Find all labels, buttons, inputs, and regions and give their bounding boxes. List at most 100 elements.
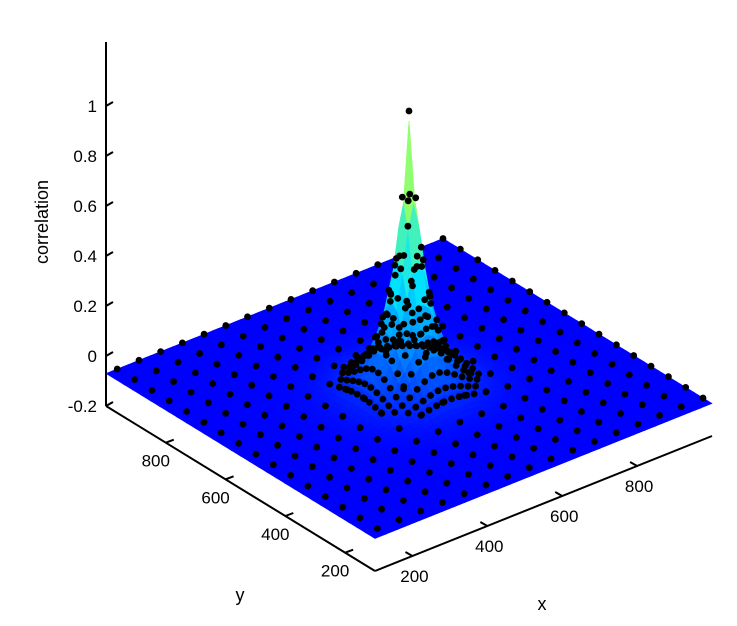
data-point bbox=[365, 398, 373, 406]
data-point bbox=[383, 311, 391, 319]
data-point bbox=[491, 353, 499, 361]
data-point bbox=[699, 394, 707, 402]
data-point bbox=[539, 406, 546, 413]
data-point bbox=[349, 377, 357, 385]
y-tick-label: 200 bbox=[321, 562, 349, 581]
data-point bbox=[431, 323, 439, 330]
y-tick-mark bbox=[284, 512, 294, 517]
data-point bbox=[435, 254, 442, 262]
data-point bbox=[500, 402, 507, 410]
data-point bbox=[376, 344, 384, 351]
data-point bbox=[417, 243, 425, 251]
data-point bbox=[322, 317, 329, 324]
data-point bbox=[512, 434, 520, 441]
data-point bbox=[403, 330, 411, 338]
z-tick-label: 0.2 bbox=[73, 297, 97, 316]
data-point bbox=[243, 401, 251, 409]
z-tick-label: 0 bbox=[88, 347, 97, 366]
data-point bbox=[337, 376, 345, 383]
data-point bbox=[525, 464, 533, 471]
data-point bbox=[343, 376, 351, 384]
data-point bbox=[283, 315, 290, 323]
data-point bbox=[682, 384, 690, 391]
data-point bbox=[357, 366, 364, 374]
data-point bbox=[427, 392, 434, 399]
data-point bbox=[534, 425, 542, 433]
data-point bbox=[413, 437, 420, 445]
data-point bbox=[367, 384, 375, 391]
data-point bbox=[456, 418, 464, 426]
data-point bbox=[340, 363, 348, 371]
x-tick-mark bbox=[554, 491, 563, 497]
x-axis-line bbox=[374, 435, 713, 572]
tick-labels: -0.2 0 0.2 0.4 0.6 0.8 1 200 400 600 800 200 400 600 8… bbox=[68, 97, 654, 586]
data-point bbox=[404, 409, 412, 417]
data-point bbox=[300, 413, 308, 420]
data-point bbox=[595, 418, 603, 426]
data-point bbox=[170, 378, 178, 385]
data-point bbox=[419, 397, 427, 405]
data-point bbox=[425, 288, 433, 296]
data-point bbox=[478, 324, 486, 332]
data-point bbox=[395, 516, 403, 524]
data-point bbox=[556, 328, 564, 336]
data-point bbox=[395, 324, 403, 331]
data-point bbox=[308, 463, 316, 470]
data-point bbox=[321, 493, 329, 500]
data-point bbox=[430, 338, 438, 345]
data-point bbox=[339, 327, 347, 335]
data-point bbox=[365, 352, 373, 359]
data-point bbox=[630, 352, 638, 359]
data-point bbox=[291, 364, 299, 371]
data-point bbox=[200, 330, 208, 338]
data-point bbox=[612, 429, 620, 437]
data-point bbox=[643, 382, 650, 389]
data-point bbox=[384, 342, 391, 350]
data-point bbox=[430, 273, 438, 281]
data-point bbox=[547, 367, 555, 375]
data-point bbox=[495, 422, 503, 430]
data-point bbox=[397, 338, 405, 345]
data-point bbox=[113, 365, 121, 373]
data-point bbox=[569, 358, 577, 366]
data-point bbox=[517, 326, 525, 334]
z-tick-label: 0.4 bbox=[73, 247, 97, 266]
data-point bbox=[442, 384, 449, 392]
data-point bbox=[356, 424, 364, 432]
data-point bbox=[556, 416, 564, 424]
data-point bbox=[608, 360, 616, 368]
data-point bbox=[382, 351, 390, 359]
data-point bbox=[460, 490, 468, 498]
data-point bbox=[313, 443, 321, 451]
data-point bbox=[369, 456, 377, 464]
data-point bbox=[526, 375, 533, 383]
data-point bbox=[433, 316, 441, 324]
data-point bbox=[472, 382, 479, 390]
data-point bbox=[401, 304, 409, 312]
y-tick-mark bbox=[165, 438, 175, 444]
data-point bbox=[239, 420, 247, 428]
y-axis-label: y bbox=[236, 585, 245, 605]
data-point bbox=[386, 384, 394, 392]
data-point bbox=[421, 488, 429, 496]
data-point bbox=[270, 373, 277, 380]
data-point bbox=[421, 296, 429, 304]
data-point bbox=[500, 316, 507, 323]
data-point bbox=[395, 425, 403, 432]
data-point bbox=[434, 428, 442, 435]
x-tick-label: 800 bbox=[625, 477, 653, 496]
data-point bbox=[348, 387, 355, 395]
y-tick-label: 600 bbox=[201, 488, 229, 507]
data-point bbox=[409, 318, 417, 326]
data-point bbox=[465, 295, 473, 302]
data-point bbox=[430, 449, 438, 457]
data-point bbox=[647, 362, 655, 370]
data-point bbox=[530, 444, 538, 452]
data-point bbox=[278, 422, 286, 430]
z-tick-label: 0.6 bbox=[73, 197, 97, 216]
data-point bbox=[391, 271, 399, 279]
data-point bbox=[394, 295, 402, 302]
data-point bbox=[209, 380, 217, 387]
data-point bbox=[336, 383, 343, 391]
